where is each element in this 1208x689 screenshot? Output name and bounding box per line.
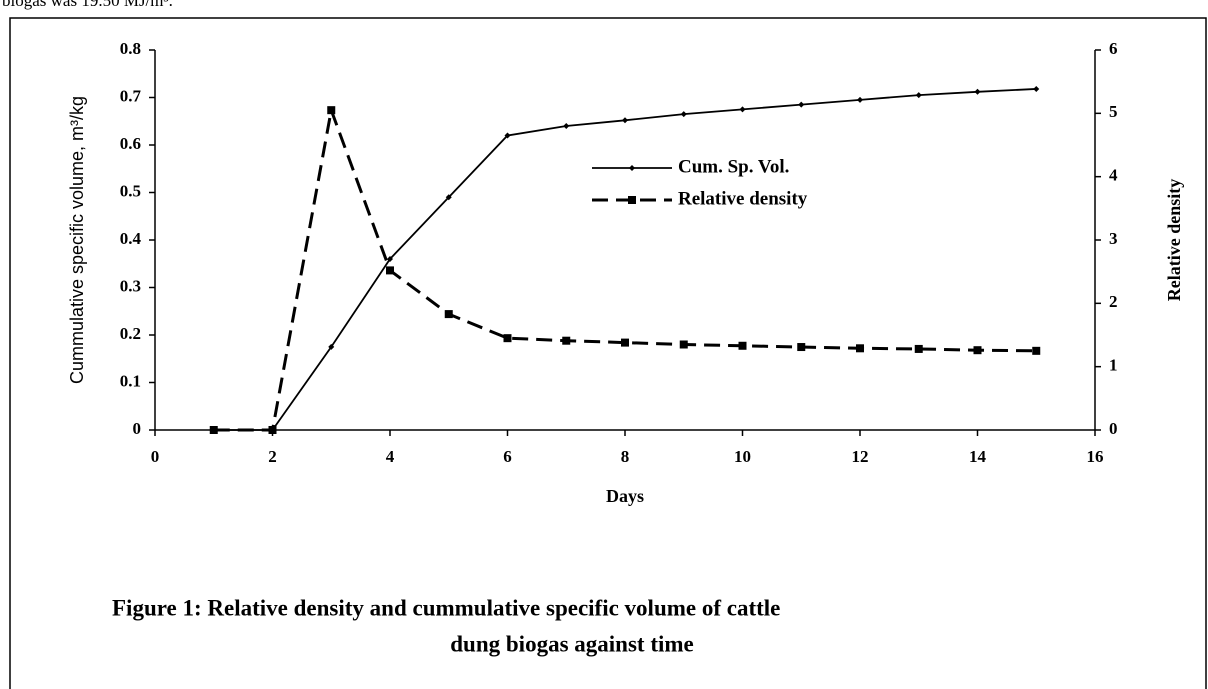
marker [680, 111, 687, 118]
y-tick-label: 0.5 [120, 181, 141, 200]
x-tick-label: 14 [969, 447, 987, 466]
marker [622, 117, 628, 124]
y2-tick-label: 6 [1109, 39, 1118, 58]
x-tick-label: 16 [1087, 447, 1104, 466]
y2-tick-label: 5 [1109, 102, 1118, 121]
series-line [213, 88, 1037, 431]
y2-axis-label: Relative density [1164, 179, 1184, 301]
marker [562, 336, 571, 345]
marker [798, 101, 805, 108]
marker [974, 88, 981, 95]
frame [9, 17, 1207, 689]
marker [504, 132, 511, 139]
marker [327, 106, 336, 115]
caption: dung biogas against time [450, 631, 693, 656]
marker [679, 340, 688, 349]
y-tick-label: 0.4 [120, 229, 142, 248]
marker [1033, 85, 1040, 92]
marker [739, 106, 746, 113]
legend-label: Cum. Sp. Vol. [678, 156, 789, 177]
marker [857, 96, 863, 103]
marker [444, 310, 453, 319]
caption: Figure 1: Relative density and cummulati… [112, 595, 780, 620]
x-tick-label: 8 [621, 447, 630, 466]
y2-tick-label: 1 [1109, 356, 1118, 375]
y-tick-label: 0.3 [120, 276, 141, 295]
y-tick-label: 0 [133, 419, 142, 438]
marker [797, 343, 806, 352]
y-tick-label: 0.8 [120, 39, 141, 58]
marker [915, 92, 922, 99]
y2-tick-label: 0 [1109, 419, 1118, 438]
marker [328, 343, 335, 350]
marker [621, 338, 629, 347]
x-tick-label: 6 [503, 447, 512, 466]
x-tick-label: 2 [268, 447, 277, 466]
y2-tick-label: 4 [1109, 166, 1118, 185]
legend-label: Relative density [678, 188, 808, 209]
marker [563, 123, 570, 129]
marker [1032, 346, 1041, 355]
y-tick-label: 0.1 [120, 371, 141, 390]
x-tick-label: 4 [386, 447, 395, 466]
marker [914, 344, 923, 353]
marker [386, 266, 394, 275]
marker [387, 256, 393, 262]
y2-tick-label: 2 [1109, 292, 1118, 311]
series-line [213, 104, 1037, 432]
marker [628, 196, 636, 204]
header-text: biogas was 19.50 MJ/m³. [2, 0, 173, 10]
y-tick-label: 0.6 [120, 134, 141, 153]
marker [629, 165, 635, 171]
marker [445, 194, 452, 201]
marker [973, 346, 982, 355]
y-tick-label: 0.7 [120, 86, 142, 105]
marker [268, 426, 277, 434]
x-tick-label: 0 [151, 447, 160, 466]
x-axis-label: Days [606, 486, 644, 506]
y-axis-label: Cummulative specific volume, m³/kg [67, 96, 87, 384]
y-tick-label: 0.2 [120, 324, 141, 343]
x-tick-label: 12 [852, 447, 869, 466]
marker [856, 344, 864, 353]
marker [209, 426, 218, 434]
y2-tick-label: 3 [1109, 229, 1118, 248]
x-tick-label: 10 [734, 447, 751, 466]
marker [503, 334, 512, 343]
marker [738, 341, 747, 350]
